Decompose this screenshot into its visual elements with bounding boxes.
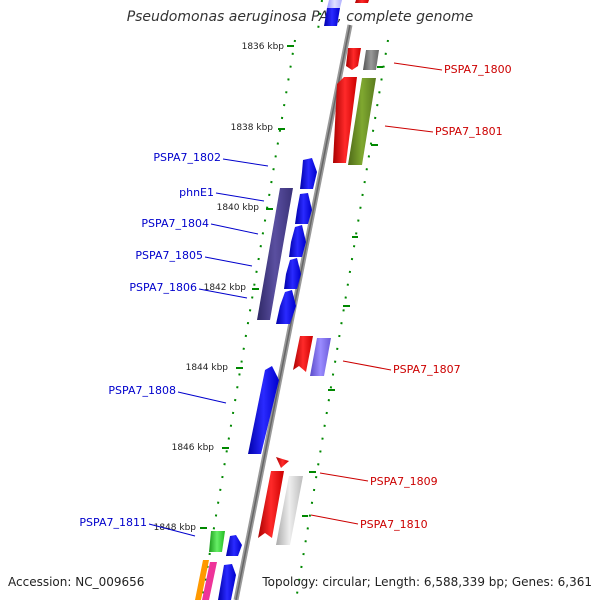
gene-top-forward-light[interactable] bbox=[327, 0, 342, 8]
label-PSPA7_1809[interactable]: PSPA7_1809 bbox=[319, 472, 438, 488]
label-PSPA7_1810[interactable]: PSPA7_1810 bbox=[310, 514, 428, 531]
label-PSPA7_1808[interactable]: PSPA7_1808 bbox=[108, 384, 227, 404]
map-title: Pseudomonas aeruginosa PA7, complete gen… bbox=[126, 9, 474, 25]
label-PSPA7_1806[interactable]: PSPA7_1806 bbox=[129, 281, 248, 299]
svg-text:phnE1: phnE1 bbox=[179, 186, 214, 199]
label-phnE1[interactable]: phnE1 bbox=[179, 186, 265, 202]
gene-PSPA7_1801-cog[interactable] bbox=[348, 78, 376, 165]
gene-PSPA7_1807-cog[interactable] bbox=[310, 338, 331, 376]
tick-label-1848: 1848 kbp bbox=[154, 523, 197, 533]
top-track bbox=[317, 0, 323, 31]
gene-phnE1-cog[interactable] bbox=[257, 188, 293, 320]
gene-PSPA7_1811-cog[interactable] bbox=[209, 531, 225, 552]
svg-text:PSPA7_1805: PSPA7_1805 bbox=[135, 249, 203, 262]
tick-label-1842: 1842 kbp bbox=[204, 283, 247, 293]
gene-PSPA7_1804[interactable] bbox=[289, 225, 306, 257]
svg-text:PSPA7_1801: PSPA7_1801 bbox=[435, 125, 503, 138]
label-PSPA7_1811[interactable]: PSPA7_1811 bbox=[79, 516, 196, 537]
svg-text:PSPA7_1800: PSPA7_1800 bbox=[444, 63, 512, 76]
svg-text:PSPA7_1810: PSPA7_1810 bbox=[360, 518, 428, 531]
gene-top-forward[interactable] bbox=[324, 8, 340, 26]
tick-1840: 1840 kbp bbox=[217, 203, 273, 213]
gene-PSPA7_1811[interactable] bbox=[226, 535, 242, 556]
gene-PSPA7_1805[interactable] bbox=[284, 258, 301, 289]
gene-bottom-forward[interactable] bbox=[218, 564, 236, 600]
svg-text:PSPA7_1808: PSPA7_1808 bbox=[108, 384, 176, 397]
label-PSPA7_1802[interactable]: PSPA7_1802 bbox=[153, 151, 269, 167]
tick-label-1840: 1840 kbp bbox=[217, 203, 260, 213]
tick-1842: 1842 kbp bbox=[204, 283, 259, 293]
svg-text:PSPA7_1811: PSPA7_1811 bbox=[79, 516, 147, 529]
gene-bottom-magenta[interactable] bbox=[202, 562, 217, 600]
tick-1846: 1846 kbp bbox=[172, 443, 229, 453]
gene-PSPA7_1800-cog[interactable] bbox=[363, 50, 379, 70]
label-PSPA7_1804[interactable]: PSPA7_1804 bbox=[141, 217, 259, 235]
svg-text:PSPA7_1807: PSPA7_1807 bbox=[393, 363, 461, 376]
tick-label-1838: 1838 kbp bbox=[231, 123, 274, 133]
gene-PSPA7_1806[interactable] bbox=[276, 290, 296, 324]
tick-1836: 1836 kbp bbox=[242, 42, 294, 52]
gene-top-reverse[interactable] bbox=[355, 0, 369, 3]
gene-PSPA7_1810[interactable] bbox=[258, 471, 284, 538]
gene-PSPA7_1801[interactable] bbox=[333, 77, 357, 163]
gene-PSPA7_1808[interactable] bbox=[248, 366, 279, 454]
right-tick-marks bbox=[302, 66, 383, 517]
gene-PSPA7_1802[interactable] bbox=[300, 158, 317, 189]
tick-1838: 1838 kbp bbox=[231, 123, 285, 133]
tick-label-1844: 1844 kbp bbox=[186, 363, 229, 373]
accession-text: Accession: NC_009656 bbox=[8, 575, 145, 589]
svg-text:PSPA7_1809: PSPA7_1809 bbox=[370, 475, 438, 488]
svg-text:PSPA7_1802: PSPA7_1802 bbox=[153, 151, 221, 164]
svg-text:PSPA7_1806: PSPA7_1806 bbox=[129, 281, 197, 294]
gene-PSPA7_1800[interactable] bbox=[346, 48, 361, 70]
gene-phnE1[interactable] bbox=[295, 193, 312, 224]
gene-PSPA7_1810-cog[interactable] bbox=[276, 476, 303, 545]
tick-label-1836: 1836 kbp bbox=[242, 42, 285, 52]
genome-summary-text: Topology: circular; Length: 6,588,339 bp… bbox=[262, 575, 592, 589]
gene-PSPA7_1807[interactable] bbox=[293, 336, 313, 372]
label-PSPA7_1800[interactable]: PSPA7_1800 bbox=[393, 62, 512, 76]
label-PSPA7_1805[interactable]: PSPA7_1805 bbox=[135, 249, 253, 267]
tick-label-1846: 1846 kbp bbox=[172, 443, 215, 453]
gene-PSPA7_1809[interactable] bbox=[276, 457, 289, 468]
label-PSPA7_1801[interactable]: PSPA7_1801 bbox=[384, 125, 503, 138]
svg-text:PSPA7_1804: PSPA7_1804 bbox=[141, 217, 209, 230]
tick-1848: 1848 kbp bbox=[154, 523, 207, 533]
tick-1844: 1844 kbp bbox=[186, 363, 243, 373]
label-PSPA7_1807[interactable]: PSPA7_1807 bbox=[342, 360, 461, 376]
gene-bottom-orange[interactable] bbox=[195, 560, 209, 600]
